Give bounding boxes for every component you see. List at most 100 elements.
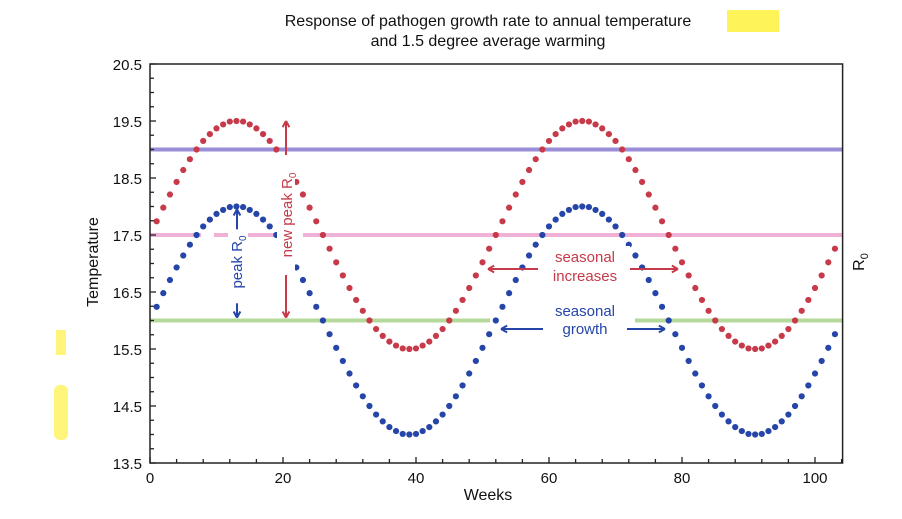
x-tick-label: 80 — [674, 470, 691, 487]
red-data-point — [818, 272, 825, 279]
blue-data-point — [665, 317, 672, 324]
blue-data-point — [738, 427, 745, 435]
blue-data-point — [326, 331, 333, 338]
y-tick-label: 18.5 — [113, 171, 142, 188]
chart-subtitle: and 1.5 degree average warming — [371, 33, 606, 50]
new-peak-r0-arrow-head — [281, 120, 291, 128]
blue-data-point — [452, 393, 459, 400]
blue-data-point — [678, 344, 686, 351]
red-data-point — [592, 121, 599, 128]
red-data-point — [366, 317, 373, 324]
red-data-point — [506, 204, 513, 211]
blue-data-point — [333, 344, 340, 351]
red-data-point — [758, 345, 765, 352]
red-data-point — [619, 146, 626, 153]
red-data-point — [712, 317, 719, 324]
new-peak-r0-label: new peak R0 — [279, 172, 299, 257]
blue-data-point — [798, 393, 805, 400]
blue-data-point — [313, 303, 320, 310]
seasonal-growth-label: seasonal — [555, 303, 615, 320]
red-data-point — [373, 325, 380, 333]
blue-data-point — [658, 303, 666, 310]
blue-data-point — [539, 231, 546, 239]
blue-data-point — [712, 402, 719, 410]
red-data-point — [732, 338, 739, 345]
blue-data-point — [805, 382, 812, 389]
seasonal-increases-label: increases — [553, 268, 617, 285]
blue-data-point — [213, 210, 220, 218]
red-data-point — [785, 325, 792, 333]
blue-data-point — [446, 402, 453, 410]
blue-data-point — [499, 303, 506, 310]
red-data-point — [745, 345, 752, 352]
red-data-point — [213, 125, 220, 132]
blue-data-point — [379, 418, 386, 425]
blue-data-point — [732, 423, 739, 431]
seasonal-growth-arrow-head — [500, 324, 508, 334]
blue-data-point — [353, 382, 360, 389]
blue-data-point — [579, 203, 586, 210]
red-data-point — [539, 146, 546, 153]
red-data-point — [386, 338, 393, 345]
blue-data-point — [233, 203, 240, 210]
red-data-point — [738, 342, 745, 349]
red-data-point — [220, 121, 227, 128]
red-data-point — [452, 307, 459, 314]
y2-axis-label: R0 — [851, 253, 871, 271]
red-data-point — [499, 218, 506, 225]
blue-data-point — [552, 216, 559, 223]
y-tick-label: 17.5 — [113, 228, 142, 245]
blue-data-point — [599, 210, 606, 218]
blue-data-point — [406, 431, 413, 438]
red-data-point — [226, 118, 233, 125]
x-axis-label: Weeks — [464, 487, 513, 504]
blue-data-point — [685, 357, 692, 365]
red-data-point — [240, 118, 247, 125]
blue-data-point — [512, 276, 519, 284]
blue-data-point — [439, 411, 446, 418]
blue-data-point — [412, 430, 420, 438]
y-tick-label: 15.5 — [113, 342, 142, 359]
red-data-point — [426, 338, 433, 345]
red-data-point — [532, 156, 539, 163]
seasonal-increases-label: seasonal — [555, 249, 615, 266]
red-data-point — [419, 342, 426, 349]
blue-data-point — [486, 331, 493, 338]
seasonal-growth-arrow-head — [658, 324, 666, 334]
y-tick-label: 14.5 — [113, 399, 142, 416]
blue-data-point — [645, 276, 652, 284]
red-data-point — [379, 332, 386, 339]
edge-highlight — [56, 330, 66, 355]
blue-data-point — [472, 357, 479, 365]
label-bg — [277, 155, 295, 275]
blue-data-point — [506, 290, 513, 297]
red-data-point — [446, 317, 453, 324]
blue-data-point — [705, 393, 712, 400]
blue-data-point — [200, 223, 207, 230]
blue-data-point — [831, 331, 839, 338]
blue-data-point — [811, 370, 819, 377]
label-bg — [543, 303, 627, 341]
red-data-point — [160, 204, 167, 211]
blue-data-point — [306, 290, 313, 297]
blue-data-point — [299, 276, 307, 284]
red-data-point — [765, 342, 772, 349]
red-data-point — [273, 146, 280, 153]
red-data-point — [545, 137, 553, 145]
red-data-point — [652, 204, 659, 211]
red-data-point — [173, 178, 180, 186]
blue-data-point — [785, 411, 792, 418]
blue-data-point — [319, 317, 326, 324]
blue-data-point — [778, 418, 785, 425]
red-data-point — [658, 218, 666, 225]
red-data-point — [399, 345, 406, 352]
blue-data-point — [153, 303, 160, 310]
red-data-point — [353, 296, 360, 304]
x-tick-label: 100 — [802, 470, 827, 487]
blue-data-point — [765, 427, 772, 435]
blue-data-point — [220, 206, 227, 214]
blue-data-point — [772, 423, 779, 431]
blue-data-point — [818, 357, 825, 365]
x-tick-label: 40 — [408, 470, 425, 487]
blue-data-point — [180, 252, 187, 259]
